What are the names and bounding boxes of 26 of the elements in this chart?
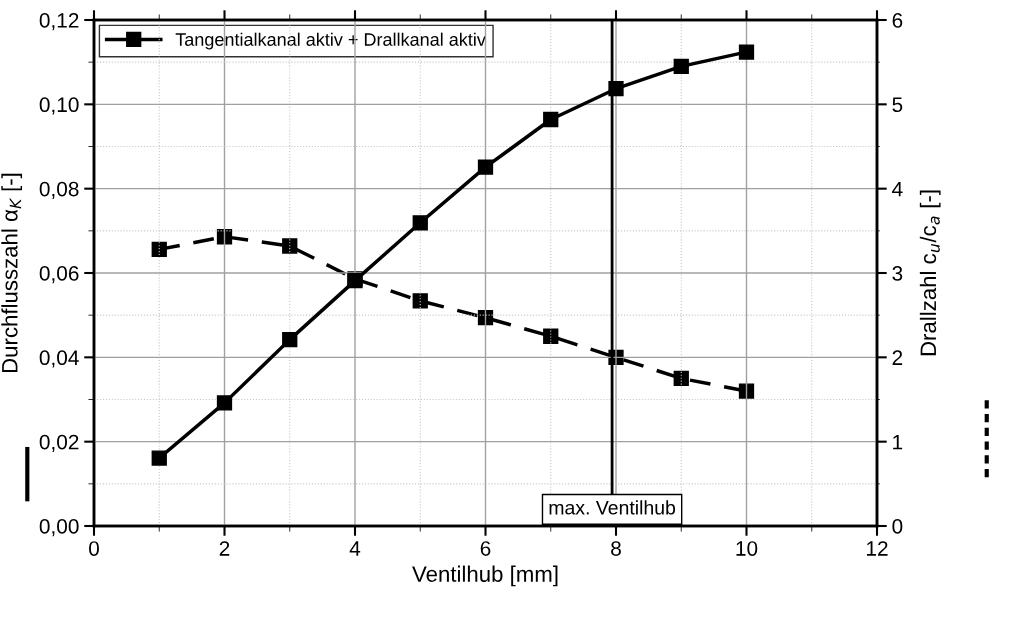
y2-tick-label: 2 xyxy=(892,350,903,365)
y-tick-label: 0,10 xyxy=(39,97,79,115)
x-tick-label: 0 xyxy=(89,541,99,556)
ref-line-label: max. Ventilhub xyxy=(549,500,676,515)
y-tick-label: 0,02 xyxy=(39,434,79,452)
x-tick-label: 6 xyxy=(480,541,491,556)
x-tick-label: 8 xyxy=(611,541,621,556)
x-tick-label: 2 xyxy=(219,541,230,556)
y-tick-label: 0,08 xyxy=(39,181,79,199)
y-axis-title: Durchflusszahl α$_{K}$ [-] xyxy=(1,173,23,373)
y2-axis-title: Drallzahl c$_{u}$/c$_{a}$ [-] xyxy=(919,190,941,356)
y2-tick-label: 6 xyxy=(892,13,903,28)
y2-tick-label: 4 xyxy=(892,181,903,197)
x-tick-label: 4 xyxy=(349,541,361,556)
y-tick-label: 0,04 xyxy=(39,350,79,368)
y2-tick-label: 3 xyxy=(892,266,903,281)
y2-tick-label: 0 xyxy=(892,519,903,534)
x-tick-label: 10 xyxy=(736,541,758,556)
y2-tick-label: 5 xyxy=(892,97,903,113)
y2-tick-label: 1 xyxy=(893,434,903,450)
x-tick-label: 12 xyxy=(867,541,888,556)
legend-label: Tangentialkanal aktiv + Drallkanal aktiv xyxy=(175,32,486,50)
y-tick-label: 0,00 xyxy=(39,519,79,537)
y-tick-label: 0,06 xyxy=(39,266,79,284)
x-axis-title: Ventilhub [mm] xyxy=(412,565,558,587)
y-tick-label: 0,12 xyxy=(39,13,79,31)
